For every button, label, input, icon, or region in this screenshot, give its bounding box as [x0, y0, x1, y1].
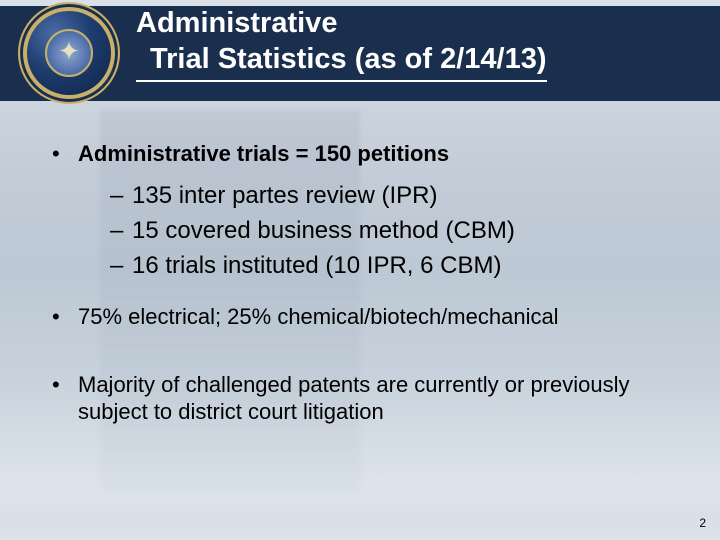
bullet-marker: • [52, 371, 78, 399]
sub-item: – 135 inter partes review (IPR) [110, 180, 680, 211]
sub-text: 135 inter partes review (IPR) [132, 180, 680, 211]
seal-center-icon: ✦ [58, 36, 80, 67]
sub-list: – 135 inter partes review (IPR) – 15 cov… [110, 180, 680, 282]
title-line-2: Trial Statistics (as of 2/14/13) [136, 41, 547, 81]
bullet-text: Administrative trials = 150 petitions [78, 140, 680, 168]
bullet-marker: • [52, 140, 78, 168]
bullet-item: • Majority of challenged patents are cur… [52, 371, 680, 426]
sub-text: 16 trials instituted (10 IPR, 6 CBM) [132, 250, 680, 281]
title-line-1: Administrative [136, 5, 700, 41]
bullet-text: 75% electrical; 25% chemical/biotech/mec… [78, 303, 680, 331]
slide-title: Administrative Trial Statistics (as of 2… [136, 5, 700, 82]
bullet-item: • Administrative trials = 150 petitions [52, 140, 680, 168]
sub-text: 15 covered business method (CBM) [132, 215, 680, 246]
sub-item: – 15 covered business method (CBM) [110, 215, 680, 246]
slide-body: • Administrative trials = 150 petitions … [52, 140, 680, 438]
background-floor-gradient [0, 480, 720, 540]
bullet-text: Majority of challenged patents are curre… [78, 371, 680, 426]
sub-marker: – [110, 250, 132, 281]
uspto-seal: ✦ [18, 2, 120, 104]
spacer [52, 343, 680, 371]
sub-marker: – [110, 215, 132, 246]
sub-marker: – [110, 180, 132, 211]
page-number: 2 [699, 516, 706, 530]
bullet-marker: • [52, 303, 78, 331]
sub-item: – 16 trials instituted (10 IPR, 6 CBM) [110, 250, 680, 281]
bullet-item: • 75% electrical; 25% chemical/biotech/m… [52, 303, 680, 331]
